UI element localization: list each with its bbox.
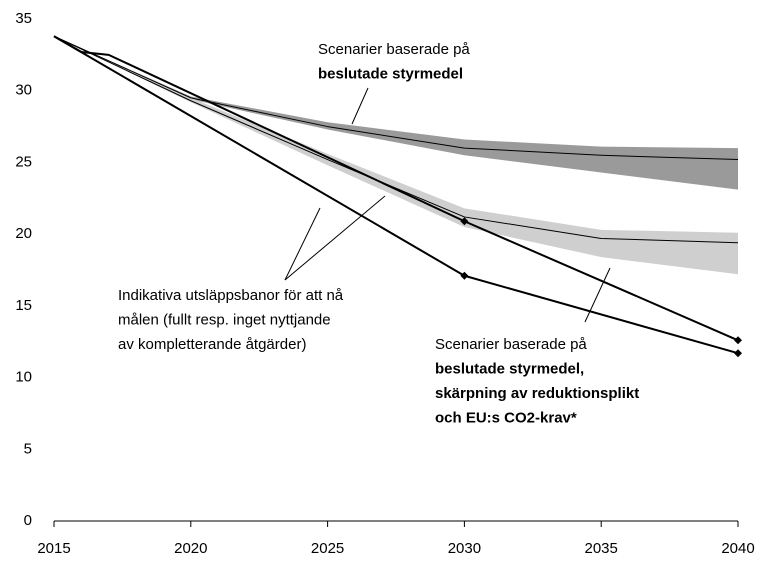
annotation: Scenarier baserade på [435,336,587,353]
y-tick-label: 30 [15,82,32,99]
annotation: Indikativa utsläppsbanor för att nå [118,287,344,304]
leader-lines [284,87,611,323]
annotation: av kompletterande åtgärder) [118,336,306,353]
leader-line [584,267,611,323]
annotation: Scenarier baserade på [318,41,470,58]
band [54,36,738,190]
annotation: målen (fullt resp. inget nyttjande [118,311,331,328]
y-tick-label: 35 [15,10,32,27]
x-tick-label: 2035 [585,540,618,557]
marker [734,349,742,358]
annotation: skärpning av reduktionsplikt [435,385,639,402]
leader-line [284,195,386,281]
band [54,36,738,275]
x-tick-label: 2020 [174,540,207,557]
y-tick-label: 0 [24,512,32,529]
y-tick-label: 15 [15,297,32,314]
x-tick-label: 2025 [311,540,344,557]
x-tick-label: 2015 [37,540,70,557]
y-tick-label: 5 [24,440,32,457]
y-tick-label: 10 [15,369,32,386]
marker [460,217,469,226]
x-tick-label: 2030 [448,540,481,557]
y-tick-label: 25 [15,153,32,170]
marker [460,271,469,280]
line [53,35,739,161]
annotation: beslutade styrmedel [318,65,463,82]
leader-line [284,207,321,281]
marker [734,336,742,345]
annotation: beslutade styrmedel, [435,360,584,377]
x-tick-label: 2040 [721,540,754,557]
leader-line [351,87,369,125]
y-tick-label: 20 [15,225,32,242]
annotation: och EU:s CO2-krav* [435,409,577,426]
